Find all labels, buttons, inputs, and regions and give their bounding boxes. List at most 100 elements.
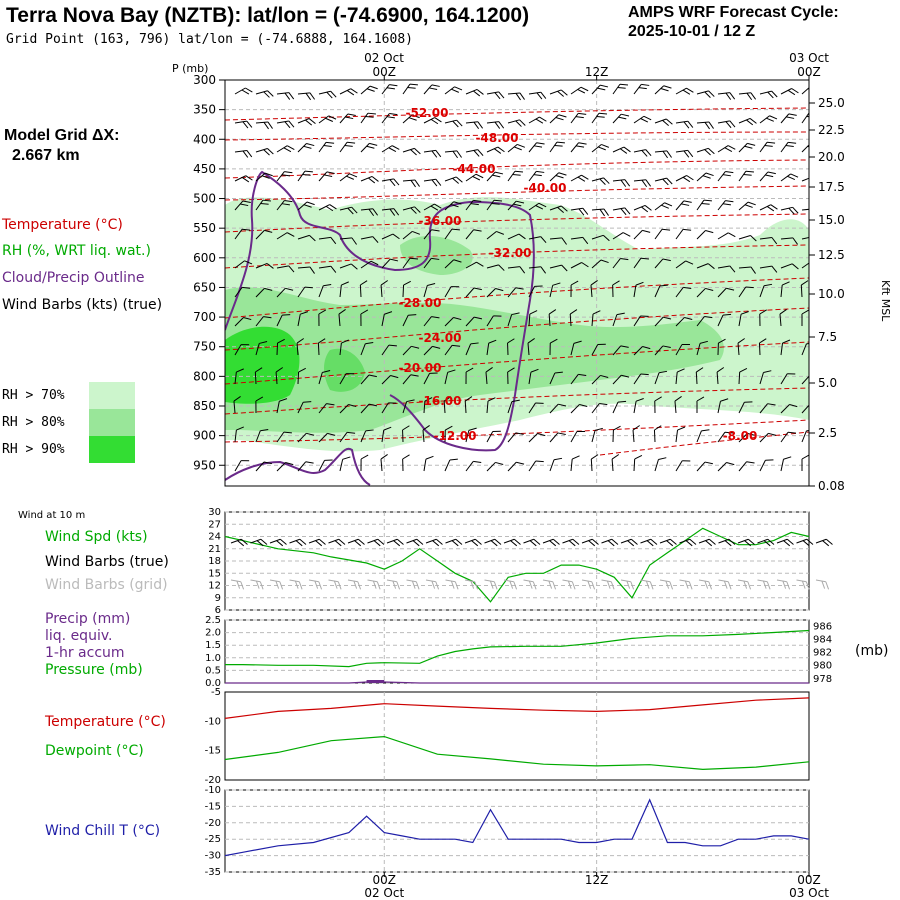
wind-barb [696,199,712,211]
wind-barb [234,368,244,385]
wind-barb [780,113,797,124]
wind-barb [757,579,771,590]
legend-cloud-outline: Cloud/Precip Outline [2,270,145,286]
wind-barb [737,579,752,590]
wind-barb [612,207,631,216]
wind-barb [507,287,524,298]
wind-barb [289,538,307,547]
wind-barb [523,579,537,590]
wind-barb [234,120,253,129]
wind-barb [339,403,357,414]
precip-label: Precip (mm) [45,611,131,627]
wind-barb [654,396,662,414]
wind-barb [528,310,538,327]
wind-barb [317,338,326,356]
wind-barb [528,368,539,385]
time-tick-label-top: 00Z [797,65,821,79]
wind-barb [549,114,567,124]
wind-barb [738,235,757,242]
height-tick-label: 20.0 [818,150,845,164]
wind-barb [654,258,671,269]
wind-barb [381,344,397,356]
wind-barb [738,286,754,298]
wind-barb [230,538,248,547]
wind-barb [250,579,264,590]
wind-barb [339,173,358,182]
wind-barb [339,373,355,385]
wind-barb [234,316,252,327]
wind-barb [507,266,526,274]
wind-barb [612,258,629,269]
wind-barb [570,236,589,245]
wind-barb [612,146,631,154]
wind-barb [367,538,385,547]
wind-barb [444,458,458,472]
wind-barb [675,426,686,443]
wind-barb [759,459,774,472]
wind-barb [297,311,309,327]
wind-barb [591,143,610,153]
wind-barb [696,172,714,182]
wind-barb [738,432,756,443]
wind-barb [406,579,420,590]
temp-contour-40 [225,185,809,201]
wind-barb [549,282,561,298]
wind-barb [276,200,293,211]
wind-barb [801,454,809,472]
wind-barb [528,142,545,153]
wind-barb [269,538,287,547]
wind-barb [590,280,598,298]
wind-barb [486,397,496,414]
wind-barb [654,228,671,240]
wind-barb [549,264,568,272]
wind-barb [549,403,567,414]
wind-panel-tick-label: 15 [208,568,221,579]
wind-barb [528,433,546,443]
wind-barb [640,538,658,547]
wind-barb [633,346,651,356]
wind-barb [255,340,268,356]
wind-barb [255,172,273,182]
wind-barb [675,200,692,211]
wind-barb [738,170,754,182]
wind-barb [507,233,526,240]
wind-barb [696,316,713,327]
wind-barb [507,461,525,472]
wind-barb [359,280,368,298]
wind-barb [318,265,337,273]
wind-barb [234,175,253,183]
legend-rh70-label: RH > 70% [2,388,65,403]
wind-barb [570,340,582,356]
wind-barb [801,235,809,240]
wind-barb [318,115,337,124]
wind-barb [423,178,442,187]
precip-panel-tick-label: 0.5 [205,665,221,676]
wind-barb [318,283,332,298]
wind-barb [528,236,547,244]
wind-barb [717,200,734,211]
height-axis-title: Kft MSL [879,280,892,322]
wind-barb [654,345,671,356]
wind-barb [423,257,440,269]
wind-barb [507,312,520,327]
wind-barb [486,91,505,100]
wind-barb [654,150,672,159]
wind-barb [486,146,505,154]
wind-barb [758,338,767,356]
wind-barb [486,339,497,356]
wind-barb [255,199,271,211]
xsec-frame [224,79,810,487]
pressure-tick-label: 984 [813,634,832,645]
temp-contour-label: -8.00 [723,429,758,443]
wind-barb [507,338,515,356]
wind-barb [612,374,630,385]
wind-barb [800,280,809,298]
wind-barb [801,143,809,153]
wind-barb [528,266,547,274]
wind-barb [339,431,356,443]
wind-barb [780,263,799,270]
wind-barb [339,281,349,298]
wind-barb [801,429,809,443]
precip-bar [366,680,385,683]
wind-barb [381,258,399,269]
